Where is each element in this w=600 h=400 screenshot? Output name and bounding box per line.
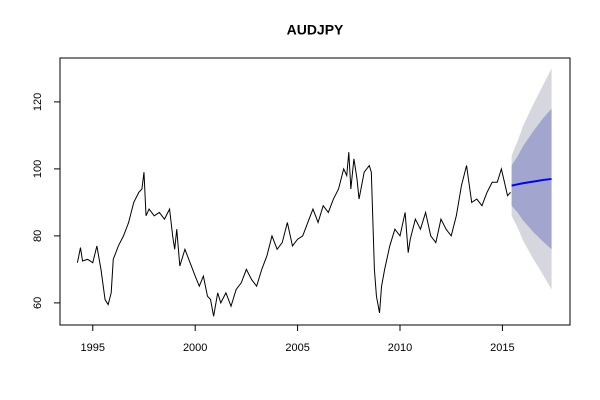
x-tick-label: 2010	[388, 342, 412, 354]
x-tick-label: 1995	[81, 342, 105, 354]
prediction-interval	[511, 108, 552, 250]
chart-title: AUDJPY	[287, 22, 344, 38]
x-tick-label: 2015	[490, 342, 514, 354]
line	[76, 152, 511, 317]
y-tick-label: 100	[32, 160, 44, 178]
forecast-line	[511, 177, 552, 187]
x-tick-label: 2000	[183, 342, 207, 354]
plot-frame	[59, 57, 571, 326]
y-tick-label: 120	[32, 93, 44, 111]
y-tick-label: 80	[32, 230, 44, 242]
y-tick-label: 60	[32, 297, 44, 309]
x-tick-label: 2005	[285, 342, 309, 354]
